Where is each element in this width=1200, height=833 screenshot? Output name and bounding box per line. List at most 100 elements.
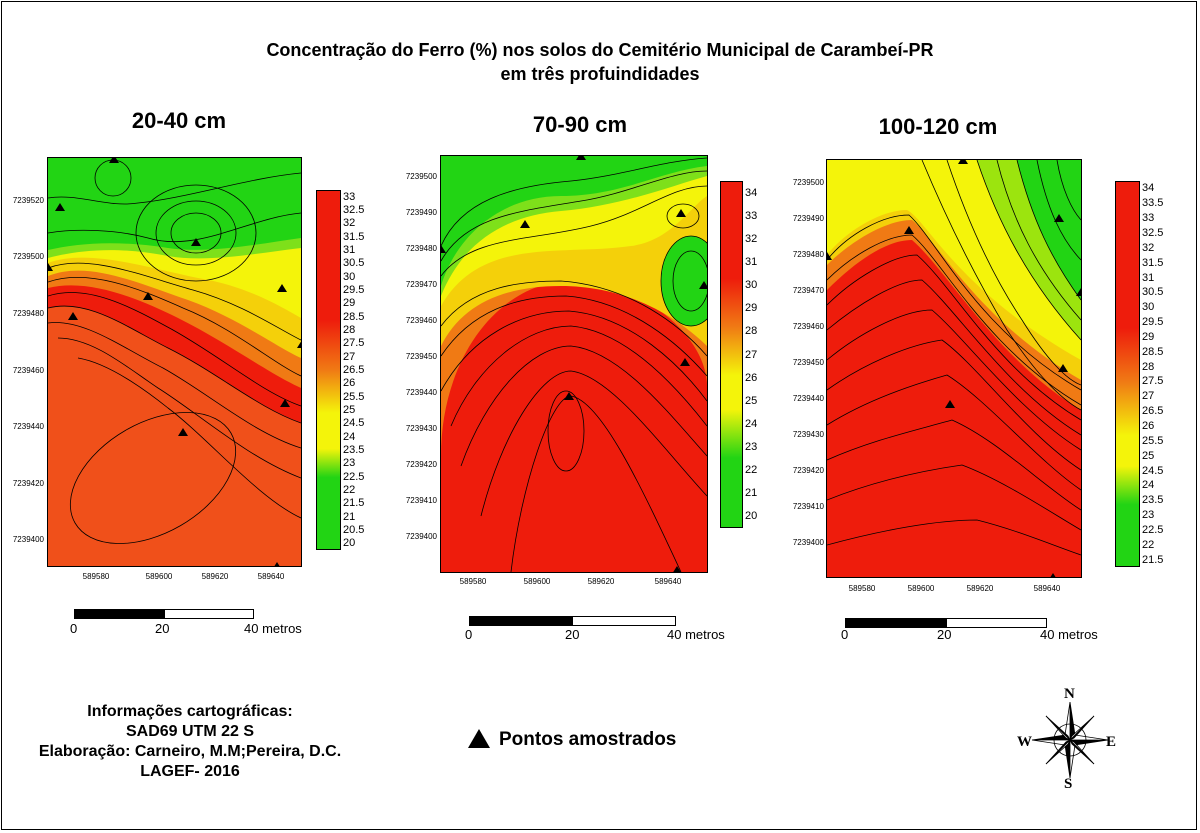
panel-1-map (47, 157, 302, 567)
info-line-1: Informações cartográficas: (87, 703, 293, 720)
legend-label: 31 (745, 255, 758, 268)
p1-ytick-5: 7239420 (12, 479, 44, 488)
legend-label: 21.5 (1142, 553, 1164, 566)
p3-legend-bar (1115, 181, 1140, 567)
legend-label: 21 (745, 487, 758, 500)
p2-ytick-6: 7239440 (405, 388, 437, 397)
legend-label: 26.5 (343, 364, 365, 376)
p2-ytick-5: 7239450 (405, 352, 437, 361)
p2-scale-20: 20 (565, 627, 580, 642)
legend-label: 28 (745, 325, 758, 338)
legend-label: 20 (745, 510, 758, 523)
panel-2-map (440, 155, 708, 573)
p3-scale-20: 20 (937, 627, 952, 642)
p2-ytick-8: 7239420 (405, 460, 437, 469)
p3-ytick-7: 7239430 (792, 430, 824, 439)
legend-label: 32 (745, 232, 758, 245)
legend-label: 33.5 (1142, 197, 1164, 210)
legend-label: 23 (1142, 509, 1155, 522)
legend-label: 34 (1142, 182, 1155, 195)
p1-ytick-0: 7239520 (12, 196, 44, 205)
legend-label: 22.5 (343, 470, 365, 483)
p1-ytick-3: 7239460 (12, 366, 44, 375)
legend-label: 24 (745, 417, 758, 430)
legend-label: 33 (745, 209, 758, 222)
legend-label: 20 (343, 537, 356, 550)
legend-label: 30 (745, 279, 758, 292)
p3-ytick-5: 7239450 (792, 358, 824, 367)
legend-label: 28.5 (343, 310, 365, 323)
map-subtitle: em três profuindidades (500, 64, 700, 84)
compass-w: W (1017, 734, 1032, 750)
info-line-4: LAGEF- 2016 (140, 763, 240, 780)
legend-label: 25 (343, 404, 356, 416)
legend-label: 32.5 (1142, 226, 1164, 239)
legend-label: 29 (1142, 330, 1155, 343)
legend-label: 29.5 (1142, 316, 1164, 329)
legend-label: 26 (343, 377, 356, 390)
legend-label: 31.5 (343, 230, 365, 243)
legend-label: 27.5 (343, 337, 365, 350)
p1-ytick-1: 7239500 (12, 252, 44, 261)
sample-points-label: Pontos amostrados (499, 729, 677, 750)
sample-point-icon (468, 729, 490, 748)
legend-label: 32 (343, 217, 356, 230)
legend-label: 25.5 (343, 390, 365, 403)
p2-xtick-3: 589640 (654, 577, 682, 586)
p2-xtick-0: 589580 (459, 577, 487, 586)
legend-label: 24 (343, 430, 356, 443)
p3-ytick-4: 7239460 (792, 322, 824, 331)
p3-ytick-10: 7239400 (792, 538, 824, 547)
p3-ytick-9: 7239410 (792, 502, 824, 511)
legend-label: 26.5 (1142, 405, 1164, 418)
p2-ytick-0: 7239500 (405, 172, 437, 181)
p3-xtick-3: 589640 (1033, 584, 1061, 593)
legend-label: 30.5 (1142, 286, 1164, 299)
p1-xtick-1: 589600 (145, 572, 173, 581)
p1-ytick-6: 7239400 (12, 535, 44, 544)
compass-s: S (1064, 776, 1073, 792)
info-line-2: SAD69 UTM 22 S (125, 723, 255, 740)
p2-scale-40: 40 metros (667, 627, 725, 642)
legend-label: 27.5 (1142, 375, 1164, 388)
compass-e: E (1106, 734, 1117, 750)
p3-scale-bar (845, 618, 1047, 628)
legend-label: 31 (343, 244, 356, 256)
p2-xtick-2: 589620 (587, 577, 615, 586)
legend-label: 32.5 (343, 204, 365, 216)
p2-ytick-4: 7239460 (405, 316, 437, 325)
p3-ytick-2: 7239480 (792, 250, 824, 259)
p2-legend-bar (720, 181, 743, 528)
sample-points (441, 156, 707, 572)
legend-label: 28 (1142, 360, 1155, 373)
p2-scale-0: 0 (465, 627, 473, 642)
legend-label: 28 (343, 324, 356, 336)
legend-label: 29 (745, 302, 758, 315)
p3-scale-0: 0 (841, 627, 849, 642)
p3-xtick-1: 589600 (907, 584, 935, 593)
map-title: Concentração do Ferro (%) nos solos do C… (266, 40, 934, 60)
legend-label: 33 (343, 190, 356, 203)
p3-ytick-0: 7239500 (792, 178, 824, 187)
legend-label: 23.5 (343, 444, 365, 456)
legend-label: 21 (343, 510, 356, 523)
compass-n: N (1064, 686, 1075, 702)
p1-ytick-4: 7239440 (12, 422, 44, 431)
p1-ytick-2: 7239480 (12, 309, 44, 318)
legend-label: 27 (343, 350, 356, 363)
p3-ytick-8: 7239420 (792, 466, 824, 475)
p1-scale-0: 0 (70, 621, 78, 636)
legend-label: 27 (745, 348, 758, 361)
legend-label: 25 (745, 394, 758, 407)
legend-label: 26 (745, 371, 758, 384)
p2-xtick-1: 589600 (523, 577, 551, 586)
p1-scale-bar (74, 609, 254, 619)
legend-label: 31 (1142, 271, 1155, 284)
p1-xtick-3: 589640 (257, 572, 285, 581)
legend-label: 23 (745, 441, 758, 454)
info-line-3: Elaboração: Carneiro, M.M;Pereira, D.C. (38, 743, 342, 760)
sample-points (827, 160, 1081, 577)
legend-label: 33 (1142, 212, 1155, 225)
legend-label: 25 (1142, 449, 1155, 462)
p3-scale-40: 40 metros (1040, 627, 1098, 642)
